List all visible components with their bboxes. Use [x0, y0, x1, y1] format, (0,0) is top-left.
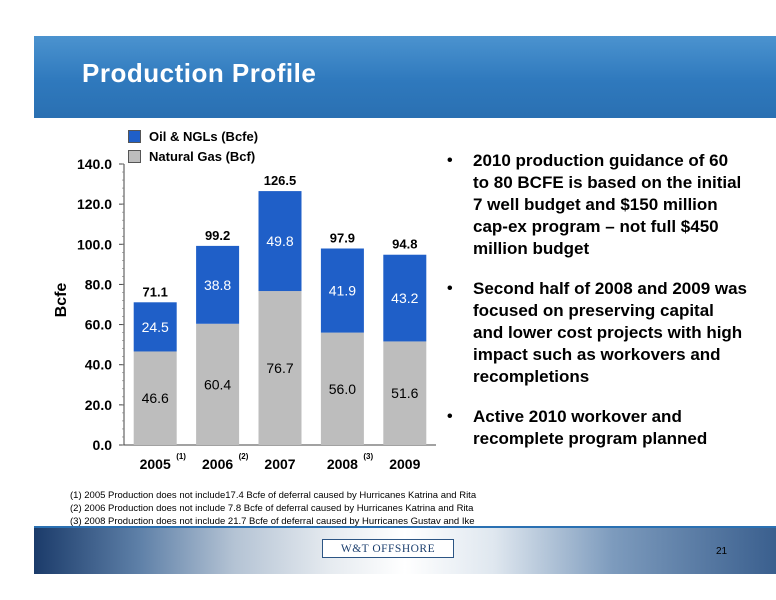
bar-oil	[383, 254, 427, 342]
total-value-label: 126.5	[264, 173, 297, 188]
footnote-marker: (2)	[239, 452, 249, 461]
legend-item-oil: Oil & NGLs (Bcfe)	[128, 126, 258, 146]
legend-swatch-oil	[128, 129, 141, 143]
y-tick-label: 0.0	[93, 437, 113, 453]
x-tick-label: 2005	[140, 456, 171, 472]
legend-label-oil: Oil & NGLs (Bcfe)	[149, 128, 259, 144]
y-tick-label: 80.0	[85, 276, 112, 292]
bar-gas	[383, 341, 427, 445]
bar-gas	[133, 351, 177, 445]
header-band	[34, 36, 776, 118]
oil-value-label: 38.8	[204, 277, 231, 293]
x-tick-label: 2006	[202, 456, 233, 472]
y-tick-label: 120.0	[77, 196, 112, 212]
bar-oil	[320, 248, 364, 333]
oil-value-label: 41.9	[329, 283, 356, 299]
footnote-3: (3) 2008 Production does not include 21.…	[70, 516, 475, 527]
bar-gas	[258, 291, 302, 445]
gas-value-label: 56.0	[329, 381, 356, 397]
y-tick-label: 60.0	[85, 317, 112, 333]
footnote-marker: (3)	[363, 452, 373, 461]
bullet-dot: •	[447, 408, 453, 425]
bullet-list: • 2010 production guidance of 60 to 80 B…	[447, 150, 747, 468]
x-tick-label: 2009	[389, 456, 420, 472]
oil-value-label: 43.2	[391, 290, 418, 306]
gas-value-label: 46.6	[142, 390, 169, 406]
bar-oil	[133, 302, 177, 352]
bullet-dot: •	[447, 280, 453, 297]
bullet-text: 2010 production guidance of 60 to 80 BCF…	[473, 151, 742, 258]
y-tick-label: 140.0	[77, 156, 112, 172]
bullet-item: • Second half of 2008 and 2009 was focus…	[447, 278, 747, 388]
bar-gas	[196, 323, 240, 445]
bullet-item: • Active 2010 workover and recomplete pr…	[447, 406, 747, 450]
strip-divider	[34, 526, 776, 528]
bullet-text: Active 2010 workover and recomplete prog…	[473, 407, 708, 448]
footnote-marker: (1)	[176, 452, 186, 461]
page-number: 21	[716, 546, 728, 557]
gas-value-label: 51.6	[391, 385, 418, 401]
gas-value-label: 60.4	[204, 376, 231, 392]
x-tick-label: 2008	[327, 456, 358, 472]
oil-value-label: 24.5	[142, 319, 169, 335]
total-value-label: 99.2	[205, 228, 230, 243]
gas-value-label: 76.7	[266, 360, 293, 376]
bar-oil	[196, 245, 240, 324]
bar-gas	[320, 332, 364, 445]
y-tick-label: 20.0	[85, 397, 112, 413]
x-tick-label: 2007	[264, 456, 295, 472]
legend-swatch-gas	[128, 149, 141, 163]
footnotes: (1) 2005 Production does not include17.4…	[70, 489, 630, 528]
total-value-label: 94.8	[392, 237, 417, 252]
oil-value-label: 49.8	[266, 233, 293, 249]
bullet-item: • 2010 production guidance of 60 to 80 B…	[447, 150, 747, 260]
bar-oil	[258, 191, 302, 292]
bullet-dot: •	[447, 152, 453, 169]
footnote-2: (2) 2006 Production does not include 7.8…	[70, 503, 474, 514]
total-value-label: 97.9	[330, 231, 355, 246]
y-tick-label: 100.0	[77, 236, 112, 252]
slide-title: Production Profile	[82, 58, 317, 88]
legend-item-gas: Natural Gas (Bcf)	[128, 146, 258, 166]
company-logo: W&T OFFSHORE	[322, 539, 454, 558]
footnote-1: (1) 2005 Production does not include17.4…	[70, 490, 477, 501]
y-tick-label: 40.0	[85, 357, 112, 373]
total-value-label: 71.1	[143, 284, 168, 299]
y-axis-label: Bcfe	[53, 283, 70, 318]
chart-legend: Oil & NGLs (Bcfe) Natural Gas (Bcf)	[128, 126, 258, 166]
legend-label-gas: Natural Gas (Bcf)	[149, 148, 256, 164]
bullet-text: Second half of 2008 and 2009 was focused…	[473, 279, 748, 386]
